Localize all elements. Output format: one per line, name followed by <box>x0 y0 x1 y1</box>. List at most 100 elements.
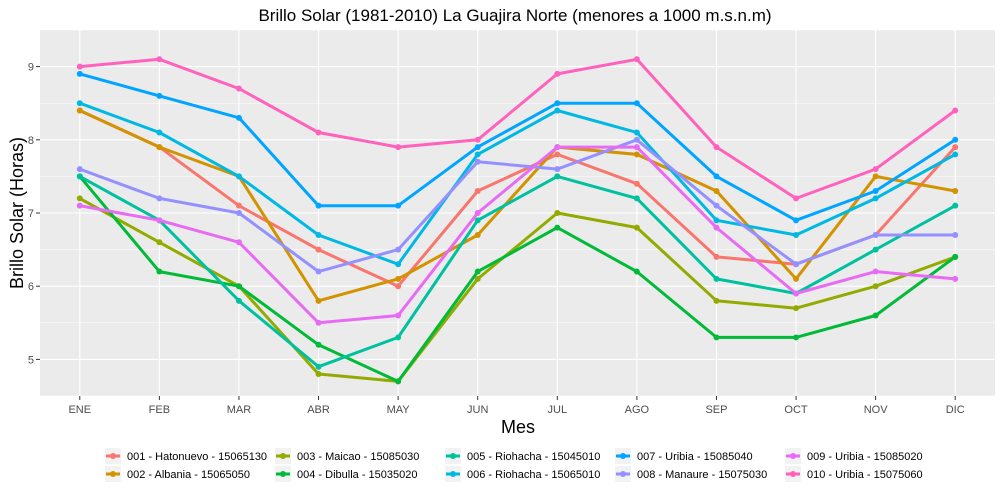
y-axis: 5 6 7 8 9 <box>28 62 40 366</box>
legend-key-point <box>620 453 626 459</box>
data-point <box>474 217 481 224</box>
data-point <box>395 312 402 319</box>
data-point <box>76 166 83 173</box>
data-point <box>474 136 481 143</box>
x-tick-label: MAY <box>387 404 411 416</box>
data-point <box>315 297 322 304</box>
y-tick-label: 7 <box>28 208 34 220</box>
legend-item: 005 - Riohacha - 15045010 <box>445 448 600 464</box>
series-9 <box>76 144 959 326</box>
data-point <box>474 210 481 216</box>
data-point <box>474 158 481 165</box>
data-point <box>235 202 242 209</box>
legend: 001 - Hatonuevo - 15065130 002 - Albania … <box>105 448 923 482</box>
data-point <box>713 188 720 195</box>
data-point <box>156 92 163 99</box>
series-line <box>78 138 957 274</box>
data-point <box>156 268 163 275</box>
series-2 <box>76 107 959 304</box>
data-point <box>872 188 879 195</box>
x-tick-label: ABR <box>307 404 330 416</box>
legend-key-point <box>110 453 116 459</box>
data-point <box>793 231 800 238</box>
data-point <box>633 56 640 63</box>
legend-label: 001 - Hatonuevo - 15065130 <box>127 451 267 463</box>
x-tick-label: NOV <box>864 404 889 416</box>
data-point <box>554 173 561 180</box>
data-point <box>713 202 720 209</box>
data-point <box>554 107 561 114</box>
data-point <box>554 144 561 151</box>
data-point <box>713 275 720 282</box>
x-tick-label: DIC <box>946 404 965 416</box>
data-point <box>633 180 640 187</box>
data-point <box>872 231 879 238</box>
legend-label: 005 - Riohacha - 15045010 <box>467 451 600 463</box>
chart-title: Brillo Solar (1981-2010) La Guajira Nort… <box>258 6 771 25</box>
legend-key-point <box>110 471 116 477</box>
data-point <box>315 268 322 275</box>
data-point <box>474 144 481 151</box>
data-point <box>474 275 481 282</box>
data-point <box>713 334 720 341</box>
series-line <box>78 174 957 369</box>
data-point <box>952 107 959 114</box>
legend-label: 004 - Dibulla - 15035020 <box>297 469 417 481</box>
legend-label: 007 - Uribia - 15085040 <box>637 451 753 463</box>
legend-label: 002 - Albania - 15065050 <box>127 469 250 481</box>
data-point <box>952 188 959 195</box>
series-line <box>78 72 957 222</box>
data-point <box>554 210 561 216</box>
data-point <box>474 231 481 238</box>
data-point <box>713 144 720 151</box>
series-line <box>78 109 957 303</box>
series-line <box>78 196 957 383</box>
legend-key-point <box>620 471 626 477</box>
data-point <box>395 378 402 385</box>
data-point <box>554 70 561 77</box>
data-point <box>235 114 242 121</box>
data-point <box>952 202 959 209</box>
data-point <box>952 275 959 282</box>
data-point <box>474 151 481 158</box>
x-tick-label: SEP <box>705 404 727 416</box>
data-point <box>235 297 242 304</box>
data-point <box>315 246 322 253</box>
data-point <box>554 151 561 158</box>
data-point <box>395 275 402 282</box>
data-point <box>315 202 322 209</box>
data-point <box>952 136 959 143</box>
data-point <box>395 261 402 268</box>
legend-item: 004 - Dibulla - 15035020 <box>275 466 417 482</box>
x-tick-label: ENE <box>68 404 91 416</box>
data-point <box>713 224 720 231</box>
legend-label: 003 - Maicao - 15085030 <box>297 451 419 463</box>
y-tick-label: 5 <box>28 354 34 366</box>
data-point <box>554 166 561 173</box>
data-point <box>76 100 83 107</box>
legend-key-point <box>450 471 456 477</box>
x-axis-title: Mes <box>501 417 535 437</box>
data-point <box>633 268 640 275</box>
data-point <box>554 224 561 231</box>
data-point <box>872 268 879 275</box>
legend-key-point <box>790 471 796 477</box>
data-point <box>554 100 561 107</box>
data-point <box>474 188 481 195</box>
x-tick-label: FEB <box>149 404 170 416</box>
legend-item: 003 - Maicao - 15085030 <box>275 448 419 464</box>
data-point <box>793 305 800 312</box>
data-point <box>315 371 322 378</box>
legend-key-point <box>280 471 286 477</box>
legend-key-point <box>450 453 456 459</box>
data-point <box>633 100 640 107</box>
data-point <box>235 210 242 216</box>
legend-item: 007 - Uribia - 15085040 <box>615 448 753 464</box>
data-point <box>76 63 83 70</box>
data-point <box>793 195 800 202</box>
x-tick-label: MAR <box>227 404 252 416</box>
data-point <box>633 129 640 136</box>
legend-item: 001 - Hatonuevo - 15065130 <box>105 448 267 464</box>
series-lines <box>76 56 959 385</box>
data-point <box>633 224 640 231</box>
